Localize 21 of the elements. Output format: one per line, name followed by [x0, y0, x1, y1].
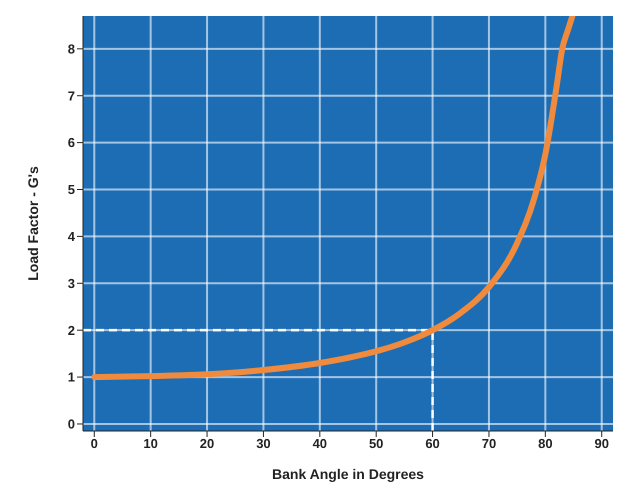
x-tick-label: 60 — [425, 436, 440, 452]
x-tick-label: 10 — [143, 436, 158, 452]
x-tick-label: 80 — [538, 436, 553, 452]
x-tick-label: 30 — [256, 436, 271, 452]
y-tick-label: 8 — [68, 41, 75, 56]
y-tick-label: 4 — [68, 229, 76, 244]
x-tick-label: 70 — [482, 436, 496, 452]
x-tick-label: 40 — [312, 436, 328, 452]
y-axis-title: Load Factor - G's — [24, 166, 41, 281]
y-tick-label: 2 — [68, 322, 75, 338]
x-tick-label: 50 — [368, 436, 384, 452]
y-tick-label: 1 — [68, 370, 75, 385]
x-tick-label: 20 — [200, 436, 214, 452]
x-axis-title: Bank Angle in Degrees — [272, 466, 424, 482]
y-tick-label: 6 — [68, 135, 75, 150]
y-tick-label: 0 — [68, 416, 75, 432]
x-tick-label: 90 — [594, 436, 609, 452]
y-tick-label: 5 — [68, 182, 75, 198]
y-tick-label: 3 — [68, 276, 75, 291]
y-tick-label: 7 — [68, 88, 75, 104]
x-tick-label: 0 — [90, 436, 98, 452]
